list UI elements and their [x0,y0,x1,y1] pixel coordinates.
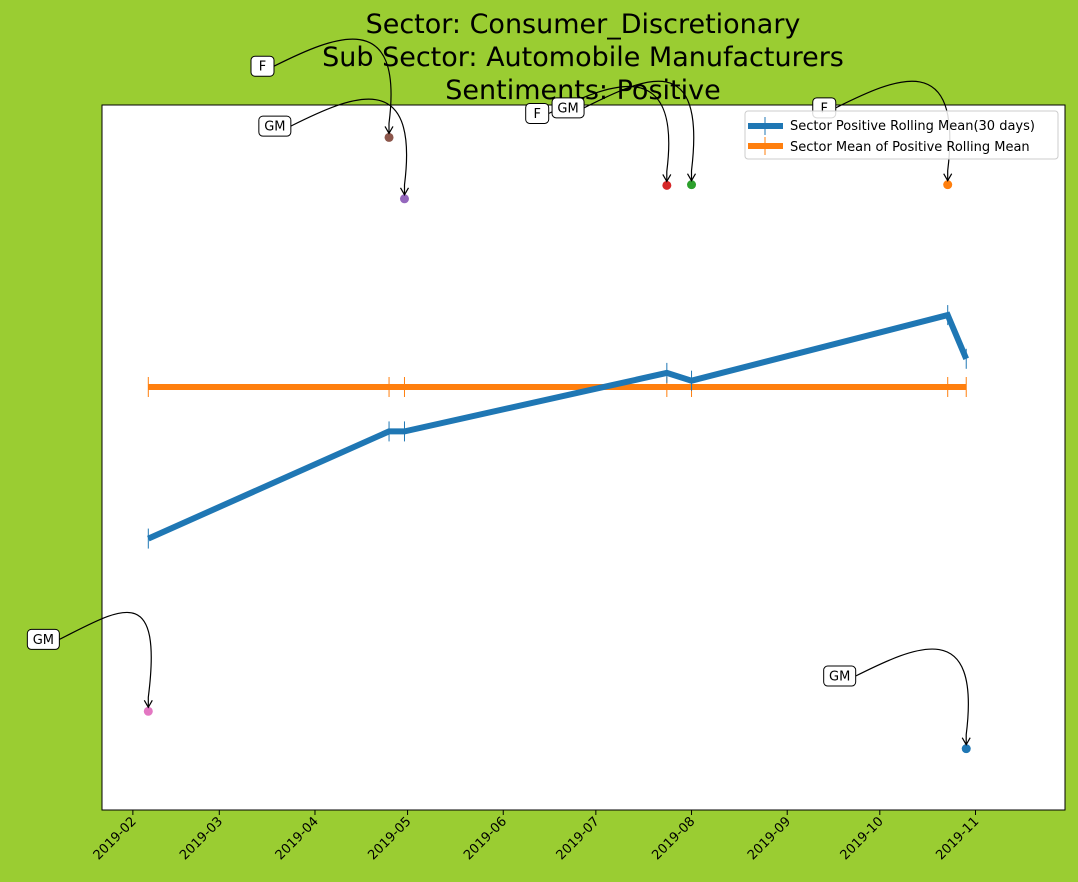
annotation-point [662,180,672,190]
annotation-label: F [821,101,828,116]
x-tick-label: 2019-06 [461,814,510,863]
annotation-label: F [259,60,266,75]
legend-label-rolling-mean: Sector Positive Rolling Mean(30 days) [790,119,1035,134]
annotation-point [943,180,953,190]
annotation-label-box [525,102,550,124]
annotation-label: GM [829,670,850,685]
annotation-arrow [583,80,697,182]
x-tick-label: 2019-05 [365,814,414,863]
x-tick-label: 2019-09 [745,814,794,863]
annotation-arrow [855,648,971,746]
legend-box [744,110,1059,160]
title-sector: Sector: Consumer_Discretionary [366,9,801,40]
annotation-label: F [533,107,540,122]
annotation-point [399,194,409,204]
annotation-label-box [823,665,857,687]
chart-title: Sector: Consumer_Discretionary Sub Secto… [322,9,844,106]
annotation-arrow [273,38,394,135]
annotation-layer: GM F GM F GM F GM [26,38,971,754]
annotation-point [384,132,394,142]
annotation-arrow [59,611,153,709]
x-tick-label: 2019-07 [554,814,603,863]
annotation-point [143,706,153,716]
legend-label-mean: Sector Mean of Positive Rolling Mean [790,140,1030,155]
series-layer [147,305,969,549]
annotation-label-box [26,628,60,650]
annotation-label: GM [264,120,285,135]
plot-area [101,104,1066,811]
annotation-label-box [551,97,585,119]
annotation-label-box [250,55,275,77]
annotation-arrow [290,98,410,197]
annotation-point [961,744,971,754]
x-tick-label: 2019-03 [177,814,226,863]
x-axis: 2019-02 2019-03 2019-04 2019-05 2019-06 2019-… [91,810,982,863]
x-tick-label: 2019-02 [91,814,140,863]
x-tick-label: 2019-08 [649,814,698,863]
x-tick-label: 2019-10 [838,814,887,863]
legend: Sector Positive Rolling Mean(30 days) Se… [744,110,1059,160]
annotation-label: GM [33,633,54,648]
annotation-label: GM [557,101,578,116]
title-sub-sector: Sub Sector: Automobile Manufacturers [322,42,844,73]
x-tick-label: 2019-04 [273,814,322,863]
annotation-label-box [258,115,292,137]
annotation-point [687,180,697,190]
x-tick-label: 2019-11 [933,814,982,863]
